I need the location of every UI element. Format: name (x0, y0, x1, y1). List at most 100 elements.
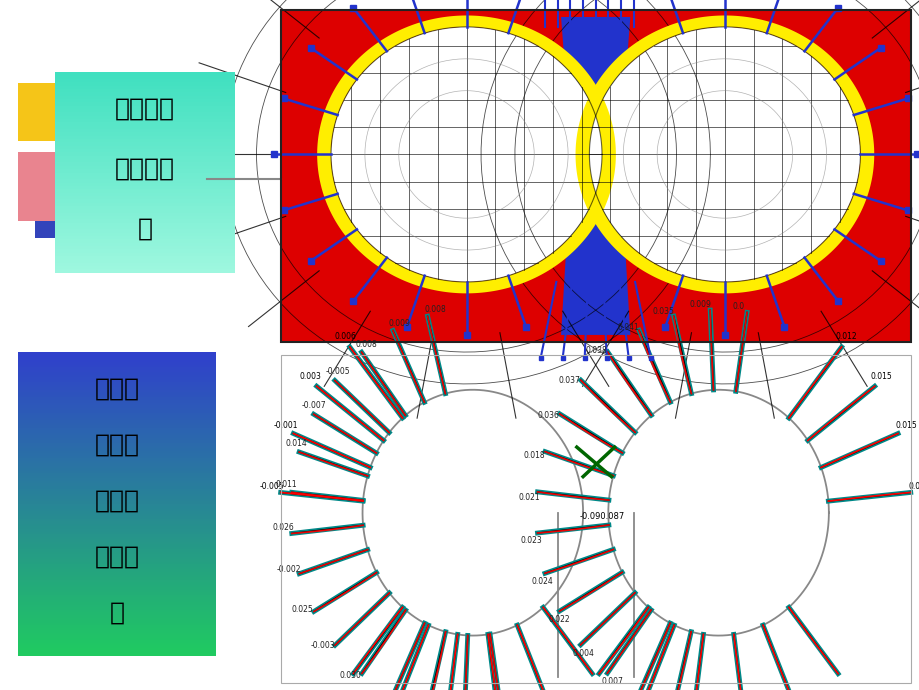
Text: -0.003: -0.003 (311, 641, 335, 650)
Polygon shape (447, 634, 457, 690)
Bar (55, 169, 234, 172)
Bar (18, 387, 216, 390)
Text: 0.008: 0.008 (424, 305, 446, 314)
Text: 线: 线 (109, 601, 125, 625)
Bar (18, 420, 216, 423)
Text: -0.001: -0.001 (273, 421, 298, 430)
Bar (18, 481, 216, 484)
Text: 0.007: 0.007 (600, 677, 622, 686)
Bar (55, 149, 234, 152)
Bar (18, 83, 62, 141)
Polygon shape (673, 316, 691, 393)
Polygon shape (673, 632, 690, 690)
Polygon shape (299, 550, 368, 573)
Polygon shape (392, 623, 425, 690)
Bar (55, 193, 234, 196)
Bar (18, 484, 216, 486)
Bar (55, 139, 234, 143)
Bar (55, 219, 234, 222)
Text: 0.022: 0.022 (549, 615, 570, 624)
Bar (55, 236, 234, 239)
Bar (18, 357, 216, 359)
Polygon shape (427, 632, 445, 690)
Text: -0.002: -0.002 (277, 565, 301, 574)
Bar (55, 143, 234, 146)
Polygon shape (788, 607, 837, 673)
Text: 0.018: 0.018 (523, 451, 545, 460)
Polygon shape (490, 634, 501, 690)
Polygon shape (316, 386, 383, 440)
Bar (35, 221, 58, 238)
Bar (55, 199, 234, 203)
Bar (55, 186, 234, 189)
Bar (18, 511, 216, 514)
Text: -0.005: -0.005 (324, 367, 349, 376)
Bar (55, 72, 234, 76)
Bar (18, 610, 216, 613)
Bar (18, 509, 216, 511)
Text: 开挖完成: 开挖完成 (115, 97, 175, 121)
Text: 0.011: 0.011 (275, 480, 296, 489)
Bar (280, 355, 910, 683)
Bar (18, 410, 216, 413)
Polygon shape (544, 549, 613, 573)
Bar (18, 370, 216, 372)
Bar (18, 446, 216, 448)
Bar (18, 380, 216, 382)
Bar (55, 126, 234, 129)
Polygon shape (692, 634, 703, 690)
Bar (18, 531, 216, 534)
Bar (18, 438, 216, 440)
Text: 隧道锚: 隧道锚 (95, 376, 140, 400)
Bar (18, 620, 216, 622)
Bar (55, 159, 234, 163)
Text: 0.004: 0.004 (572, 649, 594, 658)
Text: 0.012: 0.012 (834, 332, 856, 341)
Bar (55, 266, 234, 269)
Polygon shape (638, 623, 669, 690)
Bar (18, 560, 216, 562)
Bar (18, 607, 216, 610)
Bar (18, 390, 216, 393)
Text: 0.010: 0.010 (908, 482, 919, 491)
Bar (55, 256, 234, 259)
Polygon shape (280, 493, 363, 501)
Bar (55, 116, 234, 119)
Bar (55, 206, 234, 209)
Text: 0.024: 0.024 (530, 578, 552, 586)
Bar (18, 428, 216, 431)
Ellipse shape (331, 27, 601, 282)
Text: 0.015: 0.015 (894, 421, 916, 430)
Text: 0.009: 0.009 (388, 319, 410, 328)
Bar (55, 259, 234, 263)
Polygon shape (361, 610, 405, 673)
Polygon shape (544, 452, 613, 475)
Bar (55, 156, 234, 159)
Bar (55, 246, 234, 249)
Bar (18, 630, 216, 633)
Polygon shape (639, 331, 670, 402)
Bar (55, 146, 234, 149)
Polygon shape (561, 156, 630, 335)
Bar (18, 516, 216, 519)
Bar (18, 423, 216, 425)
Polygon shape (542, 607, 592, 673)
Bar (18, 440, 216, 443)
Polygon shape (709, 310, 713, 390)
Text: 0.035: 0.035 (652, 307, 674, 316)
Bar (55, 229, 234, 233)
Bar (55, 86, 234, 89)
Bar (18, 514, 216, 516)
Bar (280, 10, 910, 342)
Bar (18, 605, 216, 607)
Text: 0.003: 0.003 (300, 372, 321, 381)
Bar (18, 402, 216, 405)
Bar (18, 362, 216, 364)
Bar (18, 544, 216, 546)
Bar (55, 183, 234, 186)
Text: 0.025: 0.025 (291, 605, 312, 614)
Bar (18, 415, 216, 417)
Bar (18, 645, 216, 648)
Text: 0.021: 0.021 (517, 493, 539, 502)
Bar (18, 651, 216, 653)
